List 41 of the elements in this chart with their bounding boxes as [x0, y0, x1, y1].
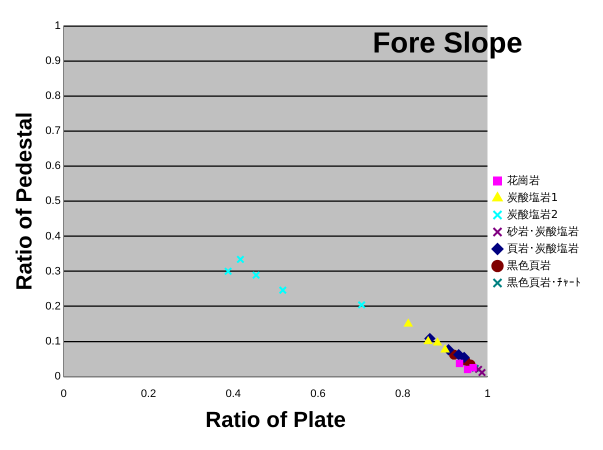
- point: [236, 255, 245, 264]
- legend-label: 炭酸塩岩2: [507, 208, 558, 221]
- x-tick-label: 0.2: [140, 388, 156, 400]
- y-tick-label: 0.3: [45, 265, 61, 278]
- x-axis-title: Ratio of Plate: [205, 406, 346, 432]
- legend-label: 頁岩･炭酸塩岩: [507, 242, 579, 255]
- x-tick-label: 0.4: [226, 388, 241, 400]
- x-tick-label: 0.8: [395, 388, 410, 400]
- point: [224, 267, 232, 276]
- y-tick-label: 0.8: [45, 90, 61, 102]
- point: [478, 368, 486, 376]
- y-axis-title: Ratio of Pedestal: [11, 112, 36, 290]
- legend-label: 黒色頁岩･ﾁｬｰﾄ: [507, 276, 581, 289]
- point: [404, 318, 413, 327]
- y-tick-label: 0.5: [45, 195, 61, 208]
- point: [278, 286, 287, 294]
- point: [433, 338, 442, 346]
- legend-label: 砂岩･炭酸塩岩: [506, 224, 579, 238]
- point: [474, 365, 483, 374]
- y-tick-label: 0.9: [45, 55, 61, 68]
- point: [471, 364, 480, 373]
- y-tick-label: 0.4: [45, 230, 61, 242]
- point: [469, 364, 477, 372]
- chart-title: Fore Slope: [372, 28, 522, 60]
- point: [440, 344, 450, 353]
- x-tick-label: 0.6: [310, 388, 326, 400]
- y-tick-label: 0.7: [45, 125, 61, 138]
- x-tick-label: 1: [484, 388, 491, 400]
- y-tick-label: 0.1: [45, 335, 61, 348]
- y-tick-label: 1: [54, 20, 61, 32]
- y-tick-label: 0: [54, 370, 61, 382]
- legend-label: 花崗岩: [507, 174, 540, 187]
- y-tick-label: 0.2: [45, 300, 61, 312]
- point: [456, 360, 464, 368]
- y-tick-label: 0.6: [45, 160, 61, 172]
- point: [252, 270, 260, 280]
- legend-label: 黒色頁岩: [507, 258, 551, 272]
- point: [357, 300, 366, 310]
- point: [424, 336, 433, 344]
- point: [458, 352, 470, 363]
- legend-label: 炭酸塩岩1: [507, 190, 558, 204]
